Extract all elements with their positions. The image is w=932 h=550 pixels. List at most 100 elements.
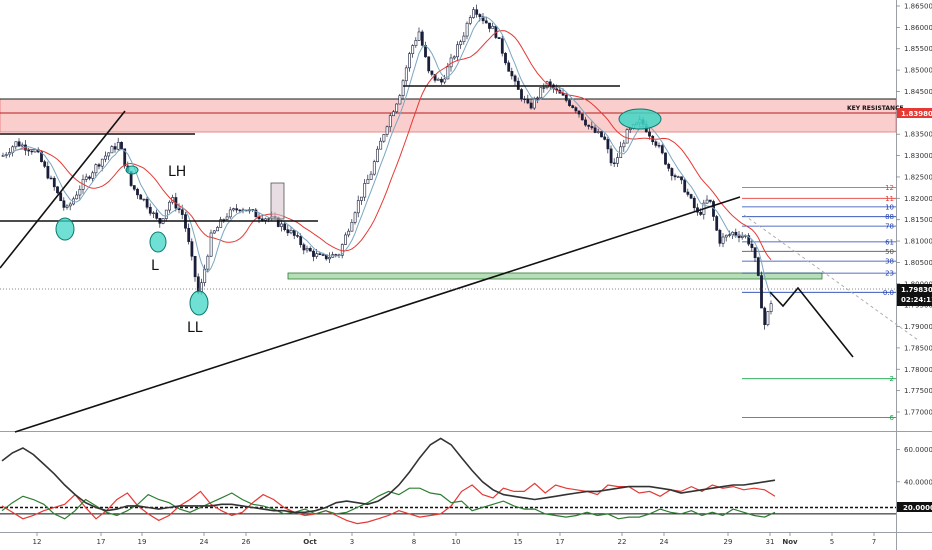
candle-body bbox=[369, 173, 373, 180]
price-tick-label: 1.83000 bbox=[904, 152, 932, 160]
indicator-level-tag bbox=[897, 502, 932, 512]
candle-body bbox=[523, 98, 527, 101]
candle-body bbox=[622, 142, 626, 148]
price-tick-label: 1.85000 bbox=[904, 67, 932, 75]
candle-body bbox=[363, 183, 367, 198]
candle-body bbox=[238, 209, 242, 212]
time-tick-label: 29 bbox=[724, 538, 733, 546]
price-tick-label: 1.86500 bbox=[904, 3, 932, 11]
time-tick-label: 22 bbox=[618, 538, 627, 546]
time-tick-label: 3 bbox=[350, 538, 354, 546]
time-tick-label: 5 bbox=[830, 538, 834, 546]
candle-body bbox=[308, 247, 312, 252]
candle-body bbox=[580, 113, 584, 121]
candle-body bbox=[292, 229, 296, 236]
time-axis[interactable]: 12 17 19 24 26 Oct 3 8 10 15 17 22 24 29 31 Nov 5 7 bbox=[33, 532, 877, 546]
fib-level-label: 23 bbox=[885, 270, 894, 278]
candle-body bbox=[206, 255, 210, 270]
candle-body bbox=[78, 189, 82, 196]
candle-body bbox=[465, 22, 469, 37]
candle-body bbox=[104, 155, 107, 160]
price-tick-label: 1.85500 bbox=[904, 45, 932, 53]
time-tick-label: Nov bbox=[782, 538, 798, 546]
indicator-tick-label: 60.0000 bbox=[904, 446, 932, 454]
candle-body bbox=[168, 201, 171, 211]
fib-level-label: 61 bbox=[885, 238, 894, 246]
candle-body bbox=[654, 141, 658, 146]
candle-body bbox=[715, 216, 719, 231]
candle-body bbox=[478, 14, 482, 17]
key-resistance-price-tag bbox=[897, 108, 932, 118]
time-tick-label: 17 bbox=[97, 538, 106, 546]
candle-body bbox=[520, 89, 523, 100]
candle-body bbox=[107, 152, 111, 157]
candle-body bbox=[260, 218, 264, 221]
fib-level-label: 50 bbox=[885, 248, 894, 256]
candle-body bbox=[548, 81, 552, 86]
indicator-pane[interactable] bbox=[0, 437, 896, 525]
candle-body bbox=[49, 177, 53, 180]
candle-body bbox=[299, 235, 303, 246]
candle-body bbox=[542, 87, 546, 89]
candle-body bbox=[315, 253, 319, 257]
candle-body bbox=[209, 232, 213, 257]
candle-body bbox=[760, 275, 763, 309]
candle-body bbox=[91, 172, 95, 179]
indicator-axis: 60.0000 40.0000 bbox=[896, 446, 932, 486]
candle-body bbox=[452, 56, 456, 59]
candle-body bbox=[500, 38, 504, 54]
fib-level-label: 78 bbox=[885, 223, 894, 231]
candle-body bbox=[504, 53, 507, 64]
time-tick-label: 26 bbox=[242, 538, 251, 546]
candle-body bbox=[497, 37, 501, 39]
fib-level-label: 38 bbox=[885, 258, 894, 266]
price-axis[interactable]: 1.865001.860001.855001.850001.845001.840… bbox=[896, 3, 932, 417]
candle-body bbox=[472, 9, 475, 18]
candle-body bbox=[350, 221, 354, 232]
candle-body bbox=[539, 87, 543, 99]
candle-body bbox=[420, 31, 424, 46]
candle-body bbox=[52, 177, 56, 188]
candle-body bbox=[740, 235, 744, 238]
candle-body bbox=[507, 62, 511, 72]
price-tick-label: 1.82000 bbox=[904, 195, 932, 203]
candle-body bbox=[606, 139, 610, 150]
candle-body bbox=[296, 235, 299, 237]
candle-body bbox=[190, 241, 194, 257]
candle-body bbox=[657, 145, 661, 147]
time-tick-label: 15 bbox=[514, 538, 523, 546]
candle-body bbox=[705, 199, 709, 204]
candle-body bbox=[750, 243, 754, 248]
candle-body bbox=[574, 107, 578, 112]
time-tick-label: 31 bbox=[766, 538, 775, 546]
candle-body bbox=[417, 31, 421, 41]
candle-body bbox=[366, 179, 370, 184]
candle-body bbox=[430, 70, 434, 75]
candle-body bbox=[286, 229, 290, 234]
candle-body bbox=[670, 168, 674, 176]
candle-body bbox=[728, 234, 731, 236]
candle-body bbox=[513, 75, 517, 82]
candle-body bbox=[686, 191, 690, 195]
candle-body bbox=[43, 161, 47, 167]
candle-body bbox=[427, 56, 431, 72]
candle-body bbox=[40, 151, 43, 163]
candle-body bbox=[334, 254, 338, 256]
candle-body bbox=[88, 176, 91, 179]
candle-body bbox=[625, 129, 629, 144]
candle-body bbox=[462, 35, 466, 43]
candle-body bbox=[148, 206, 152, 214]
fib-level-label: 0.0 bbox=[883, 289, 894, 297]
candle-body bbox=[97, 164, 101, 167]
last-price-text: 1.79830 bbox=[901, 286, 932, 294]
candle-body bbox=[440, 78, 443, 83]
candle-body bbox=[46, 166, 50, 179]
candle-body bbox=[708, 199, 712, 202]
price-tick-label: 1.77500 bbox=[904, 387, 932, 395]
price-tick-label: 1.81000 bbox=[904, 238, 932, 246]
candle-body bbox=[328, 257, 331, 260]
key-resistance-zone bbox=[0, 98, 897, 133]
candle-body bbox=[142, 198, 146, 201]
candle-body bbox=[100, 158, 104, 167]
